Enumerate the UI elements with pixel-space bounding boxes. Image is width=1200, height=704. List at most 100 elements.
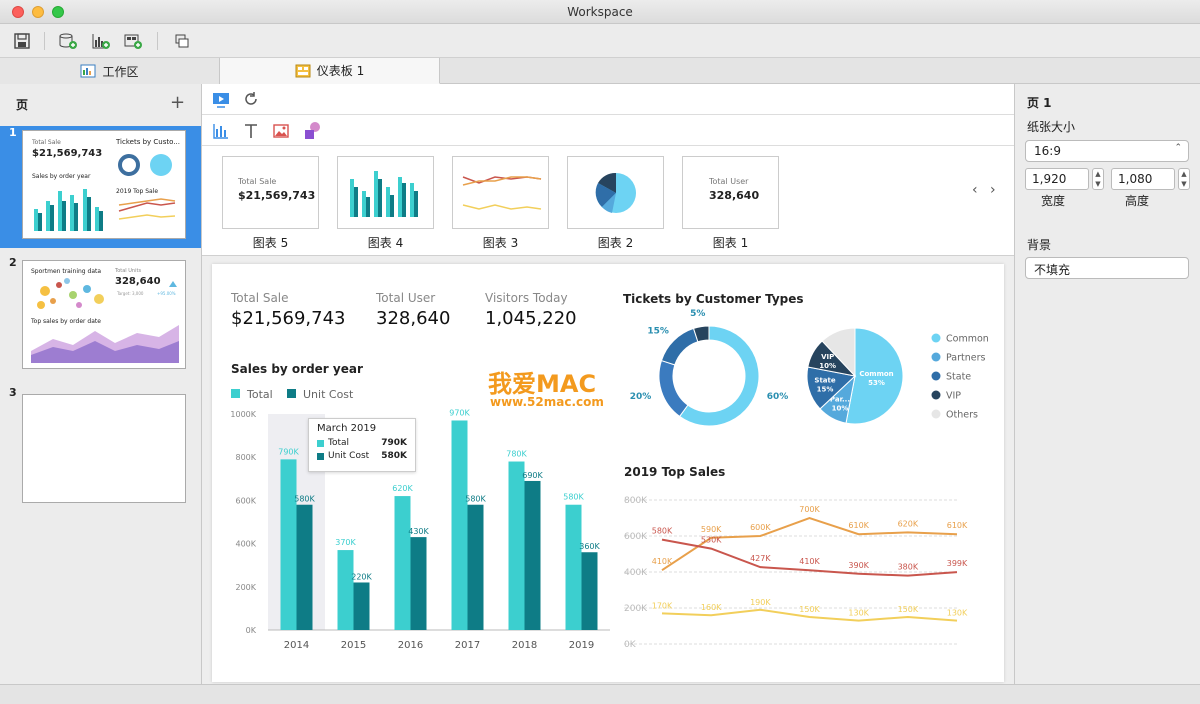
paper-size-select[interactable]: 16:9 ⌃ bbox=[1025, 140, 1189, 162]
line-point-label: 610K bbox=[947, 521, 968, 530]
gallery-chart-1[interactable]: Total User 328,640 bbox=[682, 156, 779, 229]
bar-chart-title: Sales by order year bbox=[231, 362, 363, 376]
dashboard-canvas[interactable]: Total Sale $21,569,743 Total User 328,64… bbox=[212, 264, 1004, 682]
preview-icon[interactable] bbox=[212, 91, 230, 109]
y-tick-label: 1000K bbox=[230, 410, 256, 419]
tab-dashboard-1[interactable]: 仪表板 1 bbox=[220, 58, 440, 84]
insert-chart-icon[interactable] bbox=[212, 122, 230, 140]
add-datasource-icon[interactable] bbox=[57, 30, 79, 52]
window-icon[interactable] bbox=[171, 30, 193, 52]
toolbar-divider bbox=[157, 32, 158, 50]
save-icon[interactable] bbox=[11, 30, 33, 52]
pie-slice bbox=[821, 327, 856, 378]
pie-slice bbox=[845, 327, 904, 425]
page-item-1[interactable]: 1 Total Sale $21,569,743 Tickets by Cust… bbox=[0, 126, 201, 248]
thumb-text: Sales by order year bbox=[32, 173, 91, 180]
thumb-text: Total Units bbox=[115, 268, 142, 274]
insert-text-icon[interactable] bbox=[242, 122, 260, 140]
height-stepper[interactable]: ▲ ▼ bbox=[1178, 168, 1190, 190]
tooltip-row-value: 790K bbox=[381, 438, 407, 448]
tab-workspace[interactable]: 工作区 bbox=[0, 58, 220, 84]
editor-toolbar-top bbox=[202, 84, 1014, 115]
bar-total bbox=[337, 550, 354, 630]
title-bar: Workspace bbox=[0, 0, 1200, 24]
page-item-3[interactable]: 3 bbox=[0, 386, 201, 506]
line-point-label: 170K bbox=[652, 601, 673, 610]
x-tick-label: 2016 bbox=[398, 640, 423, 651]
width-input[interactable]: 1,920 bbox=[1025, 168, 1089, 190]
maximize-window-button[interactable] bbox=[52, 6, 64, 18]
legend-label: Partners bbox=[946, 353, 986, 364]
donut-slice-label: 15% bbox=[647, 327, 669, 337]
line-series bbox=[661, 538, 958, 577]
gallery-prev-icon[interactable]: ‹ bbox=[972, 182, 978, 198]
gallery-next-icon[interactable]: › bbox=[990, 182, 996, 198]
height-input[interactable]: 1,080 bbox=[1111, 168, 1175, 190]
legend-label: VIP bbox=[946, 391, 961, 402]
tab-dashboard-label: 仪表板 1 bbox=[316, 64, 365, 78]
insert-image-icon[interactable] bbox=[272, 122, 290, 140]
legend-swatch bbox=[931, 409, 941, 419]
kpi-total-user-value: 328,640 bbox=[376, 308, 451, 329]
line-point-label: 610K bbox=[848, 521, 869, 530]
add-page-icon[interactable]: + bbox=[170, 92, 186, 113]
thumb-text: Top sales by order date bbox=[31, 318, 101, 325]
x-tick-label: 2015 bbox=[341, 640, 366, 651]
pie-slice-label: Common bbox=[859, 370, 893, 378]
bar-value-label: 580K bbox=[563, 493, 584, 502]
gallery-chart-3[interactable] bbox=[452, 156, 549, 229]
kpi-visitors-label: Visitors Today bbox=[485, 291, 568, 305]
pie-chart-thumbnail bbox=[595, 172, 636, 213]
gallery-chart-5[interactable]: Total Sale $21,569,743 bbox=[222, 156, 319, 229]
gallery-chart-2[interactable] bbox=[567, 156, 664, 229]
toolbar-divider bbox=[44, 32, 45, 50]
refresh-icon[interactable] bbox=[242, 90, 260, 108]
bar-unit-cost bbox=[410, 537, 427, 630]
pie-slice-label: 10% bbox=[819, 362, 836, 370]
workspace-icon bbox=[80, 64, 96, 78]
legend-swatch bbox=[931, 352, 941, 362]
height-label: 高度 bbox=[1125, 194, 1150, 208]
insert-shape-icon[interactable] bbox=[302, 121, 322, 141]
paper-size-label: 纸张大小 bbox=[1027, 120, 1076, 134]
status-bar bbox=[0, 684, 1200, 704]
tooltip-title: March 2019 bbox=[317, 423, 377, 434]
tab-workspace-label: 工作区 bbox=[102, 64, 139, 79]
bar-value-label: 360K bbox=[579, 542, 600, 551]
add-dashboard-icon[interactable] bbox=[122, 30, 144, 52]
x-tick-label: 2019 bbox=[569, 640, 594, 651]
gallery-label: 图表 3 bbox=[482, 236, 519, 250]
x-tick-label: 2017 bbox=[455, 640, 480, 651]
toolbar bbox=[0, 24, 1200, 58]
gallery-chart-4[interactable] bbox=[337, 156, 434, 229]
line-point-label: 600K bbox=[750, 523, 771, 532]
legend-label: State bbox=[946, 372, 971, 383]
line-point-label: 700K bbox=[799, 505, 820, 514]
editor-toolbar-insert bbox=[202, 115, 1014, 146]
close-window-button[interactable] bbox=[12, 6, 24, 18]
line-point-label: 130K bbox=[947, 609, 968, 618]
page-number: 3 bbox=[9, 386, 17, 399]
line-point-label: 530K bbox=[701, 536, 722, 545]
line-chart-thumbnail bbox=[462, 176, 542, 210]
minimize-window-button[interactable] bbox=[32, 6, 44, 18]
bar-chart-thumbnail bbox=[350, 171, 418, 217]
thumb-text: Target: 3,000 bbox=[117, 291, 144, 296]
background-value: 不填充 bbox=[1034, 263, 1071, 277]
y-tick-label: 600K bbox=[235, 496, 256, 505]
width-stepper[interactable]: ▲ ▼ bbox=[1092, 168, 1104, 190]
page-item-2[interactable]: 2 Sportmen training data Total Units 328… bbox=[0, 256, 201, 376]
chart-tooltip: March 2019 Total 790K Unit Cost 580K bbox=[308, 418, 416, 472]
watermark-url: www.52mac.com bbox=[490, 395, 604, 409]
thumb-text: Tickets by Custo... bbox=[116, 138, 180, 146]
window-title: Workspace bbox=[567, 5, 633, 19]
thumb-text: Sportmen training data bbox=[31, 268, 102, 275]
donut-slice-label: 20% bbox=[630, 392, 652, 402]
watermark-brand: 我爱MAC bbox=[488, 370, 597, 398]
page-number: 1 bbox=[9, 126, 17, 139]
chart-gallery: Total Sale $21,569,743 图表 5 图表 4 图表 3 bbox=[202, 146, 1014, 256]
pie-slice-label: 15% bbox=[817, 386, 834, 394]
background-select[interactable]: 不填充 bbox=[1025, 257, 1189, 279]
add-chart-icon[interactable] bbox=[90, 30, 112, 52]
page-thumbnail bbox=[22, 394, 186, 503]
